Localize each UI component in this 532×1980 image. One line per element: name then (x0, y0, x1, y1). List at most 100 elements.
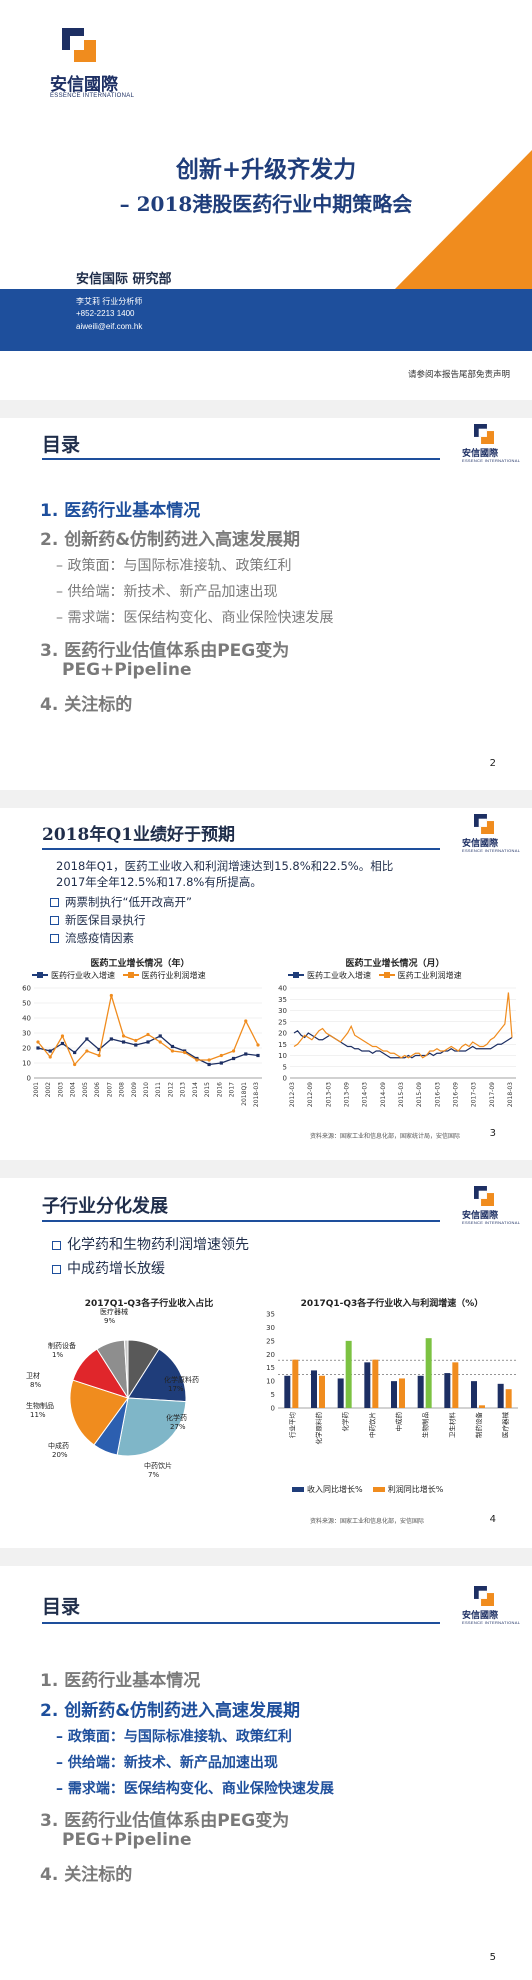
toc-item-3[interactable]: 3. 医药行业估值体系由PEG变为 (40, 1811, 290, 1831)
pie-label: 制药设备 (48, 1341, 76, 1350)
toc-item-3[interactable]: 3. 医药行业估值体系由PEG变为 (40, 641, 290, 661)
toc-sub-supply[interactable]: – 供给端：新技术、新产品加速出现 (56, 1755, 278, 1771)
toc-item-1[interactable]: 1. 医药行业基本情况 (40, 1671, 201, 1691)
toc-title: 目录 (42, 1596, 81, 1618)
series-line-2 (293, 992, 513, 1059)
x-tick-label: 2015-09 (416, 1082, 423, 1107)
y-tick-label: 0 (283, 1075, 287, 1083)
toc-item-1[interactable]: 1. 医药行业基本情况 (40, 501, 201, 521)
data-point (219, 1053, 223, 1058)
x-tick-label: 2014-03 (362, 1082, 369, 1107)
brand-name-en: ESSENCE INTERNATIONAL (462, 458, 521, 463)
y-tick-label: 10 (22, 1060, 31, 1068)
cover-subtitle: – 2018港股医药行业中期策略会 (119, 192, 413, 216)
chart-bar: 0 5 10 15 20 25 30 35 行业平均 化学原料药 化学药 中药饮片 中成药 生物制品 卫生材… (266, 1311, 518, 1445)
bar-revenue (444, 1373, 451, 1408)
toc-item-2[interactable]: 2. 创新药&仿制药进入高速发展期 (40, 1701, 301, 1721)
research-department: 安信国际 研究部 (76, 272, 172, 287)
q1-paragraph-line2: 2017年全年12.5%和17.8%有所提高。 (56, 875, 262, 889)
title-rule (42, 1220, 440, 1222)
analyst-name: 李艾莉 行业分析师 (76, 297, 143, 306)
checkbox-icon (50, 934, 59, 943)
slide-separator (0, 790, 532, 808)
bar-revenue (284, 1375, 291, 1408)
brand-name-cn: 安信國際 (462, 839, 499, 849)
y-tick-label: 0 (271, 1405, 275, 1413)
chart-annual-legend: 医药行业收入增速 医药行业利润增速 (32, 970, 206, 981)
chart-monthly-legend: 医药工业收入增速 医药工业利润增速 (288, 970, 462, 981)
legend-blue-icon (292, 1487, 304, 1492)
chart-bar-title: 2017Q1-Q3各子行业收入与利润增速（%） (300, 1299, 484, 1309)
bar-profit (345, 1340, 352, 1408)
pie-pct-label: 8% (30, 1381, 41, 1389)
pie-pct-label: 20% (52, 1451, 68, 1459)
data-point (231, 1049, 236, 1053)
legend-blue-icon (32, 972, 48, 978)
toc-item-4[interactable]: 4. 关注标的 (40, 1865, 133, 1885)
x-tick-label: 2016-03 (434, 1082, 441, 1107)
x-tick-label: 2008 (119, 1082, 126, 1097)
toc-sub-policy[interactable]: – 政策面：与国际标准接轨、政策红利 (56, 558, 292, 574)
brand-logo-icon (474, 1186, 494, 1206)
brand-name-en: ESSENCE INTERNATIONAL (50, 93, 135, 99)
y-tick-label: 20 (266, 1351, 275, 1359)
data-point (109, 993, 113, 998)
toc-sub-supply[interactable]: – 供给端：新技术、新产品加速出现 (56, 584, 278, 600)
y-tick-label: 30 (266, 1324, 275, 1332)
series-line-2 (37, 995, 259, 1066)
y-tick-label: 25 (266, 1337, 275, 1345)
pie-label: 中成药 (48, 1441, 69, 1450)
toc-item-2[interactable]: 2. 创新药&仿制药进入高速发展期 (40, 530, 301, 550)
pie-label: 化学药 (166, 1413, 187, 1422)
bar-revenue (364, 1362, 371, 1408)
sub-bullet-1: 化学药和生物药利润增速领先 (52, 1234, 249, 1254)
y-tick-label: 50 (22, 1000, 31, 1008)
chart-monthly: 0 5 10 15 20 25 30 35 40 2012-03 2012-09 2013-03 201… (278, 985, 516, 1107)
cover-decoration (395, 150, 532, 289)
pie-pct-label: 7% (148, 1471, 159, 1479)
data-point (219, 1061, 223, 1065)
x-tick-label: 2014 (192, 1082, 199, 1097)
bar-revenue (337, 1378, 344, 1408)
x-tick-label: 2005 (82, 1082, 89, 1097)
toc-sub-policy[interactable]: – 政策面：与国际标准接轨、政策红利 (56, 1729, 292, 1745)
brand-logo-icon (62, 28, 96, 62)
y-tick-label: 35 (266, 1311, 275, 1319)
data-point (256, 1043, 260, 1047)
bar-profit (452, 1362, 459, 1408)
y-tick-label: 40 (22, 1015, 31, 1023)
legend-blue-icon (288, 972, 304, 978)
data-point (244, 1052, 248, 1056)
toc-item-3-cont[interactable]: PEG+Pipeline (62, 660, 192, 680)
q1-source: 资料来源：国家工业和信息化部，国家统计局，安信国际 (310, 1133, 461, 1140)
sub-bullet-2: 中成药增长放缓 (52, 1258, 165, 1278)
toc-sub-demand[interactable]: – 需求端：医保结构变化、商业保险快速发展 (56, 610, 334, 626)
brand-name-cn: 安信國際 (462, 1211, 499, 1221)
toc-item-3-cont[interactable]: PEG+Pipeline (62, 1830, 192, 1850)
y-tick-label: 20 (278, 1030, 287, 1038)
pie-slice (116, 1397, 187, 1457)
data-point (231, 1056, 236, 1061)
legend-orange-icon (378, 972, 395, 978)
x-tick-label: 2017 (229, 1082, 236, 1097)
x-tick-label: 2016 (216, 1082, 223, 1097)
toc-item-4[interactable]: 4. 关注标的 (40, 695, 133, 715)
analyst-email[interactable]: aiweili@eif.com.hk (76, 322, 143, 331)
toc-sub-demand[interactable]: – 需求端：医保结构变化、商业保险快速发展 (56, 1781, 334, 1797)
x-tick-label: 2002 (45, 1082, 52, 1097)
pie-label: 生物制品 (26, 1401, 54, 1410)
slide-separator (0, 400, 532, 418)
brand-name-en: ESSENCE INTERNATIONAL (462, 1620, 521, 1625)
x-tick-label: 2017-09 (489, 1082, 496, 1107)
brand-logo-icon (474, 814, 494, 834)
x-tick-label: 2017-03 (471, 1082, 478, 1107)
chart-annual: 0 10 20 30 40 50 60 2001 2002 2003 2004 2005 2006 200… (22, 985, 262, 1107)
y-tick-label: 60 (22, 985, 31, 993)
pie-pct-label: 9% (104, 1317, 115, 1325)
chart-annual-title: 医药工业增长情况（年） (90, 959, 190, 969)
title-rule (42, 458, 440, 460)
x-tick-label: 2004 (70, 1082, 77, 1097)
brand-name-cn: 安信國際 (462, 449, 499, 459)
bar-profit (319, 1375, 325, 1408)
x-tick-label: 2012-09 (307, 1082, 314, 1107)
